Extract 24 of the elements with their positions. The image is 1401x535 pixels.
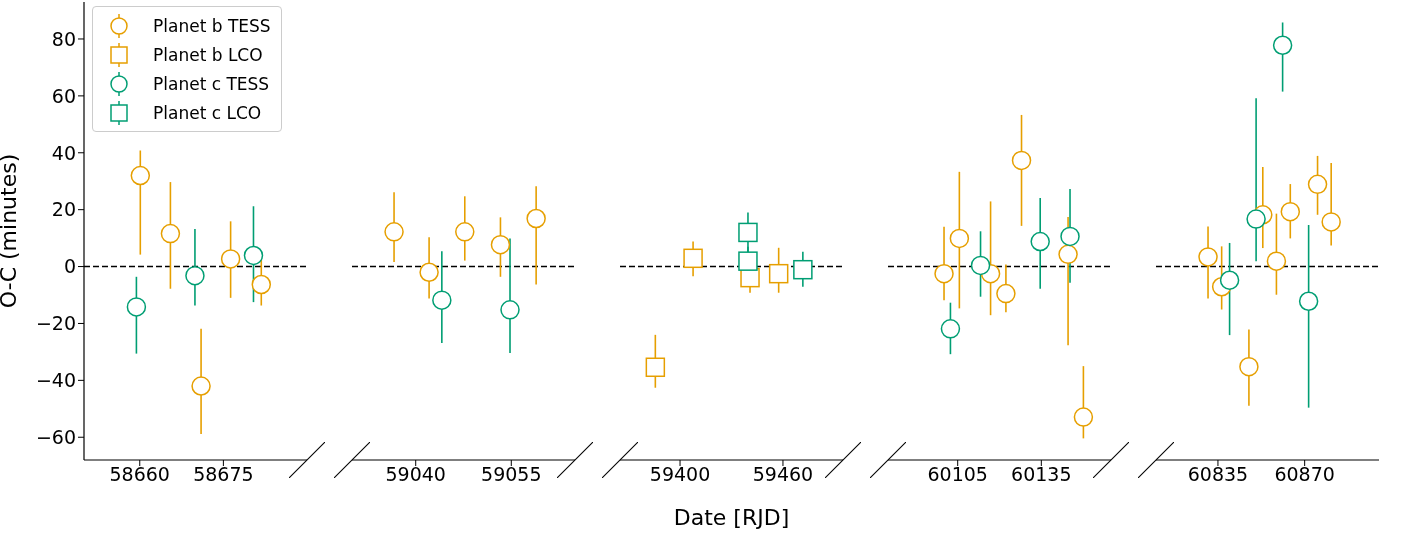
y-tick-label: 40 (51, 141, 76, 164)
x-tick-label: 59040 (385, 463, 446, 486)
x-axis-title: Date [RJD] (673, 505, 790, 530)
x-tick-label: 58675 (193, 463, 254, 486)
legend-label: Planet b LCO (153, 44, 263, 65)
legend-label: Planet c LCO (153, 102, 262, 123)
x-tick-label: 60870 (1274, 463, 1335, 486)
y-tick-label: 0 (63, 255, 76, 278)
y-axis-title: O-C (minutes) (0, 153, 21, 309)
y-tick-label: −60 (35, 425, 76, 448)
y-tick-label: −20 (35, 312, 76, 335)
y-tick-label: 80 (51, 27, 76, 50)
x-tick-label: 60105 (927, 463, 988, 486)
x-tick-label: 60135 (1011, 463, 1072, 486)
legend-label: Planet b TESS (153, 15, 271, 36)
x-tick-label: 60835 (1187, 463, 1249, 486)
x-tick-label: 59400 (649, 463, 711, 486)
x-tick-label: 59055 (481, 463, 542, 486)
y-tick-label: 20 (51, 198, 76, 221)
y-tick-label: 60 (51, 84, 76, 107)
x-tick-label: 59460 (752, 463, 814, 486)
y-tick-label: −40 (35, 369, 76, 392)
x-tick-label: 58660 (109, 463, 170, 486)
legend-label: Planet c TESS (153, 73, 270, 94)
